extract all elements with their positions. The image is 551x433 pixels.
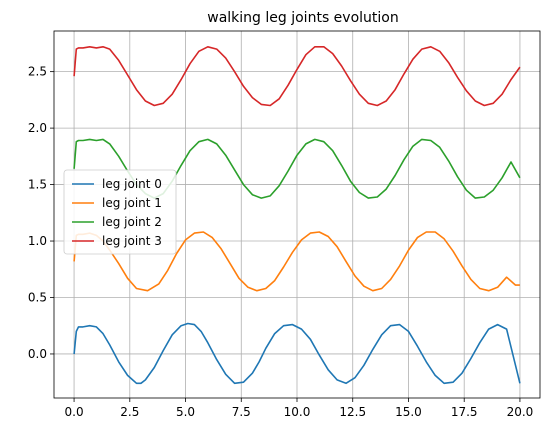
legend-label-3: leg joint 3 [102, 234, 162, 248]
y-tick-label: 2.0 [28, 121, 47, 135]
series-line-3 [73, 45, 521, 107]
x-tick-label: 20.0 [507, 405, 534, 419]
x-tick-label: 7.5 [232, 405, 251, 419]
y-tick-label: 0.0 [28, 347, 47, 361]
series-line-0 [73, 322, 521, 385]
x-tick-label: 5.0 [176, 405, 195, 419]
legend-box [63, 169, 177, 255]
x-tick-label: 15.0 [395, 405, 422, 419]
y-tick-label: 1.5 [28, 178, 47, 192]
x-tick-label: 10.0 [284, 405, 311, 419]
x-tick-label: 17.5 [451, 405, 478, 419]
legend-label-2: leg joint 2 [102, 215, 162, 229]
series-line-1 [73, 231, 520, 292]
legend-label-1: leg joint 1 [102, 196, 162, 210]
y-tick-label: 0.5 [28, 290, 47, 304]
legend-label-0: leg joint 0 [102, 177, 162, 191]
x-tick-label: 2.5 [120, 405, 139, 419]
x-tick-label: 0.0 [65, 405, 84, 419]
chart-title: walking leg joints evolution [207, 10, 398, 26]
series-line-2 [73, 138, 521, 199]
legend: leg joint 0 leg joint 1 leg joint 2 leg joi… [63, 169, 177, 255]
x-tick-label: 12.5 [339, 405, 366, 419]
axis-ticks: 0.0 2.5 5.0 7.5 10.0 12.5 15.0 17.5 20.0 0.0 0.5 1.… [28, 65, 533, 419]
y-tick-label: 1.0 [28, 234, 47, 248]
series-lines [73, 45, 521, 385]
y-tick-label: 2.5 [28, 65, 47, 79]
